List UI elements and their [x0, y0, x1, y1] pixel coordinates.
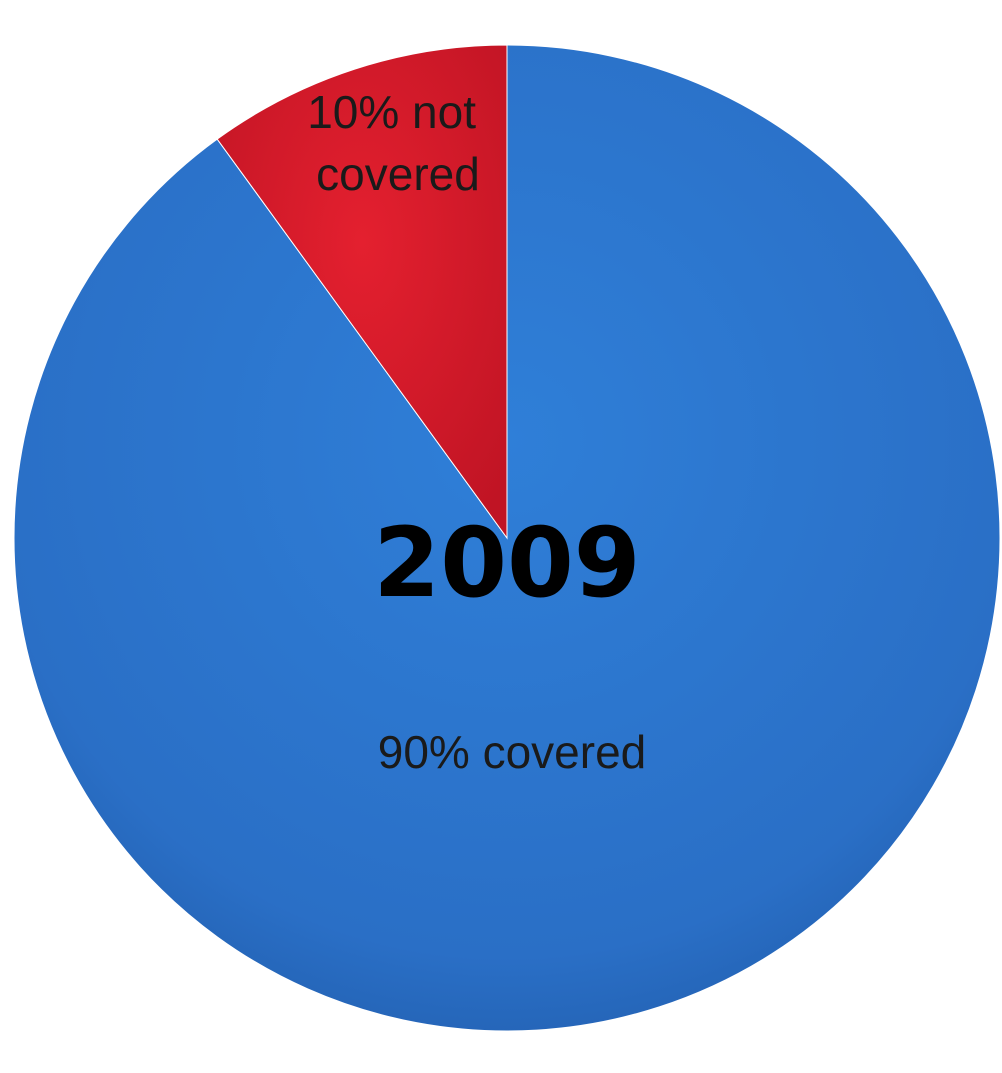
pie-labels: 90% covered 10% not covered 2009 — [307, 86, 646, 778]
chart-title-year: 2009 — [373, 507, 640, 619]
slice-label-not-covered: 10% not covered — [307, 86, 489, 200]
pie-slices — [13, 44, 1001, 1032]
slice-label-covered: 90% covered — [378, 726, 647, 778]
slice-label-not-covered-line-2: covered — [316, 148, 480, 200]
pie-slice-not-covered — [216, 44, 508, 540]
slice-label-not-covered-line-1: 10% not — [307, 86, 476, 138]
